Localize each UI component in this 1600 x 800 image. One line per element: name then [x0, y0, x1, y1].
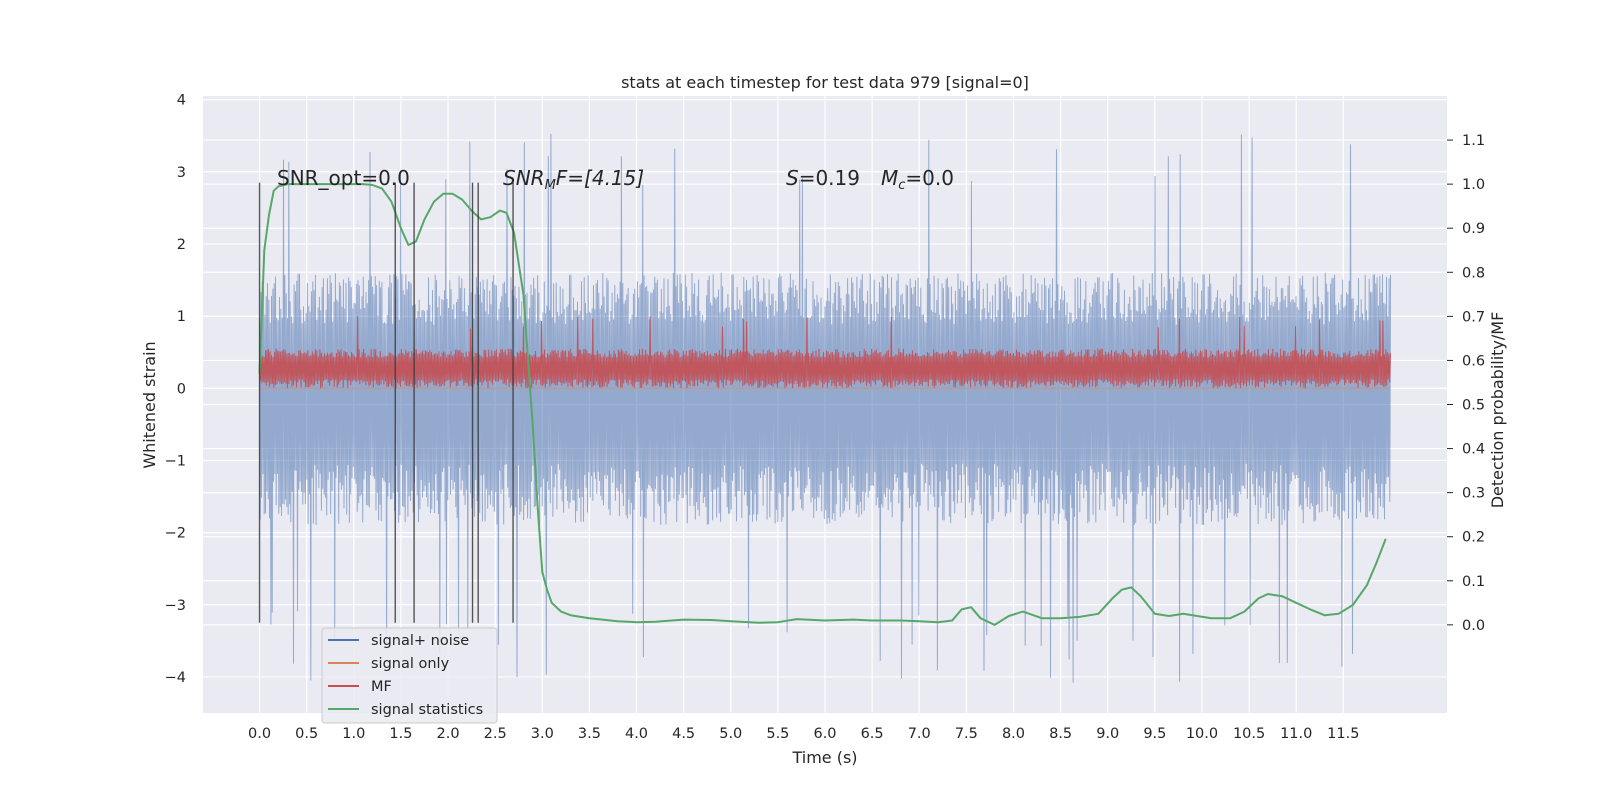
- x-tick-label: 10.0: [1186, 726, 1218, 742]
- y-tick-label: 2: [177, 237, 186, 253]
- y-right-tick-label: 0.8: [1462, 265, 1485, 281]
- x-tick-label: 5.5: [766, 726, 789, 742]
- annotation-snr-opt: SNR_opt=0.0: [277, 166, 410, 190]
- annotation-snr-mf-rest: F=[4.15]: [556, 166, 644, 190]
- x-tick-label: 5.0: [719, 726, 742, 742]
- y-tick-label: 4: [177, 93, 186, 109]
- x-tick-label: 0.0: [248, 726, 271, 742]
- y-right-tick-label: 0.9: [1462, 221, 1485, 237]
- y-right-tick-label: 0.7: [1462, 309, 1485, 325]
- legend-label-signal-noise: signal+ noise: [371, 633, 469, 649]
- y-right-tick-label: 0.0: [1462, 618, 1485, 634]
- x-tick-label: 2.5: [484, 726, 507, 742]
- y-right-axis-label: Detection probability/MF: [1488, 312, 1507, 509]
- annotation-snr-mf-main: SNR: [503, 166, 545, 190]
- y-right-tick-label: 0.1: [1462, 574, 1485, 590]
- legend-label-mf: MF: [371, 679, 392, 695]
- x-tick-label: 4.0: [625, 726, 648, 742]
- y-tick-label: −2: [165, 526, 186, 542]
- annotation-snr-mf: SNRMF=[4.15]: [503, 166, 644, 193]
- x-axis-label: Time (s): [791, 748, 857, 767]
- x-tick-label: 8.5: [1049, 726, 1072, 742]
- x-tick-label: 3.0: [531, 726, 554, 742]
- y-right-tick-label: 0.2: [1462, 530, 1485, 546]
- chart-title: stats at each timestep for test data 979…: [621, 73, 1029, 92]
- legend: signal+ noise signal only MF signal stat…: [321, 627, 498, 724]
- vertical-markers: [258, 182, 514, 623]
- series-mf: [259, 316, 1391, 389]
- x-tick-label: 1.5: [389, 726, 412, 742]
- legend-label-signal-statistics: signal statistics: [371, 702, 483, 718]
- y-tick-label: 1: [177, 309, 186, 325]
- y-tick-label: −3: [165, 598, 186, 614]
- x-tick-label: 7.5: [955, 726, 978, 742]
- y-tick-label: 0: [177, 381, 186, 397]
- legend-item-signal-noise: signal+ noise: [328, 633, 469, 649]
- x-tick-label: 11.5: [1327, 726, 1359, 742]
- annotation-s: S=0.19: [786, 166, 860, 190]
- x-tick-label: 9.5: [1143, 726, 1166, 742]
- y-tick-label: −1: [165, 453, 186, 469]
- legend-item-signal-statistics: signal statistics: [328, 702, 483, 718]
- data-layer: [258, 133, 1391, 683]
- axes: 0.0 0.5 1.0 1.5 2.0 2.5 3.0 3.5 4.0 4.5 5.0 5.5 6.0 6…: [165, 93, 1485, 742]
- y-tick-label: 3: [177, 165, 186, 181]
- x-tick-label: 8.0: [1002, 726, 1025, 742]
- y-right-tick-label: 1.1: [1462, 133, 1485, 149]
- x-tick-label: 9.0: [1096, 726, 1119, 742]
- x-tick-label: 7.0: [908, 726, 931, 742]
- y-right-tick-label: 0.4: [1462, 442, 1485, 458]
- annotation-s-label: S: [786, 166, 799, 190]
- annotation-snr-mf-sub: M: [545, 178, 556, 193]
- y-right-tick-label: 0.5: [1462, 398, 1485, 414]
- y-right-tick-label: 0.6: [1462, 353, 1485, 369]
- series-signal-statistics: [258, 183, 1387, 626]
- legend-label-signal-only: signal only: [371, 656, 450, 672]
- x-tick-label: 3.5: [578, 726, 601, 742]
- annotation-s-value: =0.19: [799, 166, 860, 190]
- annotation-mc-sub: c: [898, 178, 905, 193]
- y-right-tick-label: 1.0: [1462, 177, 1485, 193]
- x-tick-label: 11.0: [1280, 726, 1312, 742]
- x-tick-label: 6.5: [861, 726, 884, 742]
- series-signal-noise: [259, 133, 1391, 683]
- y-axis-label: Whitened strain: [140, 341, 159, 468]
- x-tick-label: 2.0: [436, 726, 459, 742]
- y-right-tick-label: 0.3: [1462, 486, 1485, 502]
- legend-item-signal-only: signal only: [328, 656, 450, 672]
- x-tick-label: 10.5: [1233, 726, 1265, 742]
- legend-frame: [321, 627, 498, 724]
- legend-item-mf: MF: [328, 679, 392, 695]
- y-tick-label: −4: [165, 670, 186, 686]
- annotation-mc-value: =0.0: [905, 166, 954, 190]
- annotation-mc-label: M: [881, 166, 898, 190]
- x-tick-label: 1.0: [342, 726, 365, 742]
- x-tick-label: 0.5: [295, 726, 318, 742]
- annotation-mc: Mc=0.0: [881, 166, 954, 193]
- x-tick-label: 6.0: [813, 726, 836, 742]
- x-tick-label: 4.5: [672, 726, 695, 742]
